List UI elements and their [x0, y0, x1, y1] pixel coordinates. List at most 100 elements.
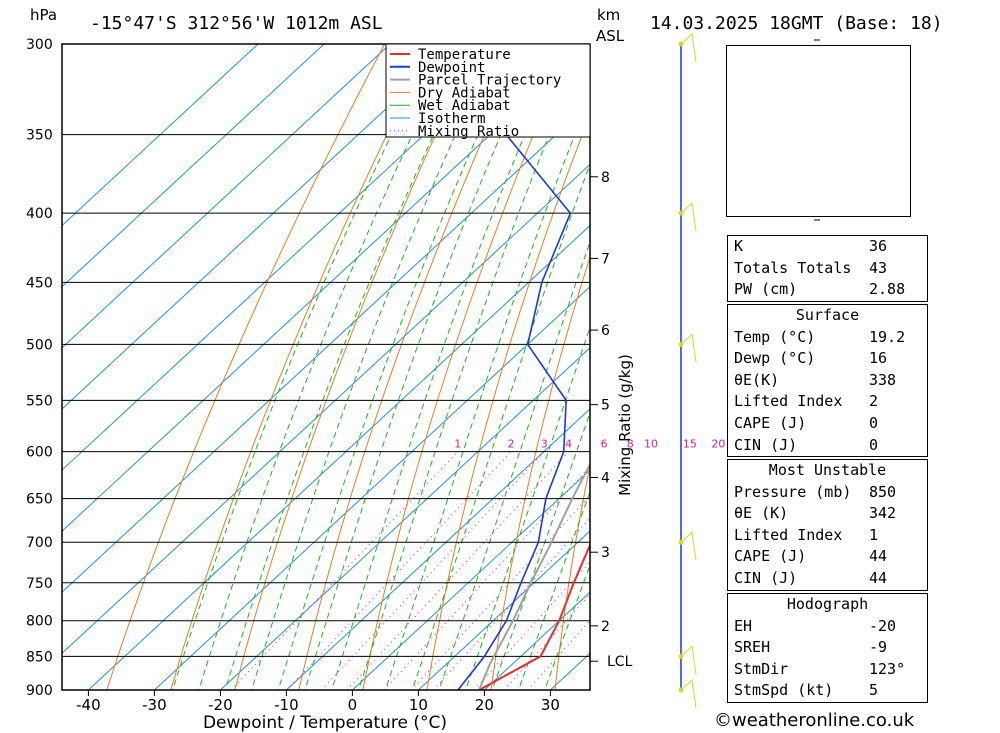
most-unstable-row: θE (K) 342 — [728, 503, 928, 525]
legend-entry: Parcel Trajectory — [418, 73, 561, 89]
temperature-axis: -40 -30 -20 -10 0 10 20 30 — [76, 690, 560, 714]
row-value: 16 — [869, 349, 888, 368]
row-label: CAPE (J) — [734, 547, 807, 566]
wind-barb — [680, 645, 697, 675]
mixing-ratio-label: 20 — [711, 438, 725, 451]
most-unstable-row: Pressure (mb) 850 — [728, 482, 928, 504]
x-tick-label: -40 — [76, 696, 101, 714]
dry-adiabat-line — [362, 44, 573, 690]
mixing-ratio-label: 3 — [541, 438, 548, 451]
pressure-tick-label: 650 — [26, 492, 53, 508]
x-tick-label: 0 — [348, 696, 358, 714]
wet-adiabat-line — [411, 162, 590, 690]
pressure-tick-label: 300 — [26, 37, 53, 53]
series-line-temperature — [478, 542, 590, 690]
wet-adiabat-line — [251, 44, 498, 690]
km-tick-label: 2 — [601, 619, 610, 635]
isotherm-line — [62, 44, 457, 410]
mixing-ratio-label: 15 — [683, 438, 697, 451]
pressure-tick-label: 850 — [26, 649, 53, 665]
wind-profile — [678, 32, 697, 709]
hodograph-row: StmSpd (kt) 5 — [728, 680, 928, 702]
mixing-ratio-line — [411, 494, 590, 690]
row-value: 338 — [869, 370, 897, 389]
row-label: StmDir — [734, 659, 789, 678]
mixing-ratio-label: 10 — [644, 438, 658, 451]
surface-row: CAPE (J) 0 — [728, 413, 928, 435]
mixing-ratio-axis-title: Mixing Ratio (g/kg) — [616, 354, 634, 496]
wind-barb — [680, 202, 697, 232]
surface-row: Dewp (°C) 16 — [728, 348, 928, 370]
series-line-dewpoint — [457, 44, 572, 690]
row-value: 342 — [869, 504, 897, 523]
legend-entry: Isotherm — [418, 111, 485, 127]
row-value: -20 — [869, 616, 897, 635]
mixing-ratio-line — [527, 619, 590, 690]
dry-adiabat-line — [170, 44, 432, 690]
mixing-ratio-label: 2 — [508, 438, 515, 451]
hodograph-row: StmDir 123° — [728, 659, 928, 681]
hpa-label: hPa — [30, 6, 57, 24]
km-tick-label: 7 — [601, 251, 610, 267]
row-label: θE(K) — [734, 370, 780, 389]
row-label: Pressure (mb) — [734, 482, 852, 501]
watermark: ©weatheronline.co.uk — [714, 710, 915, 731]
legend-box — [385, 43, 591, 138]
row-value: 0 — [869, 435, 879, 454]
legend-entry: Temperature — [418, 47, 511, 63]
isotherm-line — [62, 44, 325, 288]
row-value: 36 — [869, 237, 888, 255]
hodograph-row: EH -20 — [728, 616, 928, 638]
x-tick-label: 30 — [541, 696, 560, 714]
wet-adiabat-line — [331, 44, 565, 690]
pressure-tick-label: 500 — [26, 337, 53, 353]
km-tick-label: 6 — [601, 323, 610, 339]
wet-adiabat-line — [172, 44, 437, 690]
legend-entry: Dewpoint — [418, 60, 485, 76]
mixing-ratio-line — [473, 561, 590, 690]
profile-lines — [457, 44, 590, 690]
asl-label: ASL — [596, 27, 625, 45]
legend-entry: Dry Adiabat — [418, 85, 511, 101]
x-tick-label: 20 — [475, 696, 494, 714]
location-title: -15°47'S 312°56'W 1012m ASL — [90, 13, 383, 34]
dry-adiabat-line — [933, 44, 992, 690]
wind-barb — [680, 531, 697, 561]
row-label: SREH — [734, 638, 771, 657]
x-tick-label: -20 — [208, 696, 233, 714]
row-value: 43 — [869, 258, 888, 277]
wet-adiabat-line — [438, 240, 590, 690]
row-label: Temp (°C) — [734, 327, 816, 346]
index-row: Totals Totals 43 — [728, 258, 928, 280]
wet-adiabat-line — [224, 44, 477, 690]
row-value: 5 — [869, 681, 879, 700]
pressure-axis: 300 350 400 450 500 550 600 650 700 750 800 850 900 — [26, 37, 53, 699]
row-value: 1 — [869, 525, 879, 544]
pressure-tick-label: 450 — [26, 275, 53, 291]
row-label: Dewp (°C) — [734, 349, 816, 368]
row-label: PW (cm) — [734, 280, 798, 299]
hodograph-frame — [726, 45, 911, 217]
pressure-tick-label: 600 — [26, 445, 53, 461]
isotherm-line — [62, 44, 391, 349]
pressure-tick-label: 350 — [26, 128, 53, 144]
km-tick-label: 8 — [601, 170, 610, 186]
index-row: PW (cm) 2.88 — [728, 279, 928, 301]
pressure-tick-label: 550 — [26, 393, 53, 409]
wet-adiabat-line — [277, 44, 520, 690]
datetime-title: 14.03.2025 18GMT (Base: 18) — [650, 13, 943, 34]
x-tick-label: -30 — [142, 696, 167, 714]
km-tick-label: 5 — [601, 398, 610, 414]
section-title: Most Unstable — [768, 461, 887, 479]
most-unstable-row: CAPE (J) 44 — [728, 546, 928, 568]
pressure-tick-label: 900 — [26, 683, 53, 699]
most-unstable-table: Most Unstable Pressure (mb) 850 θE (K) 342 Li… — [727, 459, 928, 591]
mixing-ratio-label: 6 — [601, 438, 608, 451]
dry-adiabat-line — [106, 44, 386, 690]
wind-barb — [680, 678, 697, 709]
surface-row: Lifted Index 2 — [728, 391, 928, 413]
mixing-ratio-label: 8 — [627, 438, 634, 451]
most-unstable-row: CIN (J) 44 — [728, 568, 928, 590]
isotherm-line — [62, 102, 590, 593]
